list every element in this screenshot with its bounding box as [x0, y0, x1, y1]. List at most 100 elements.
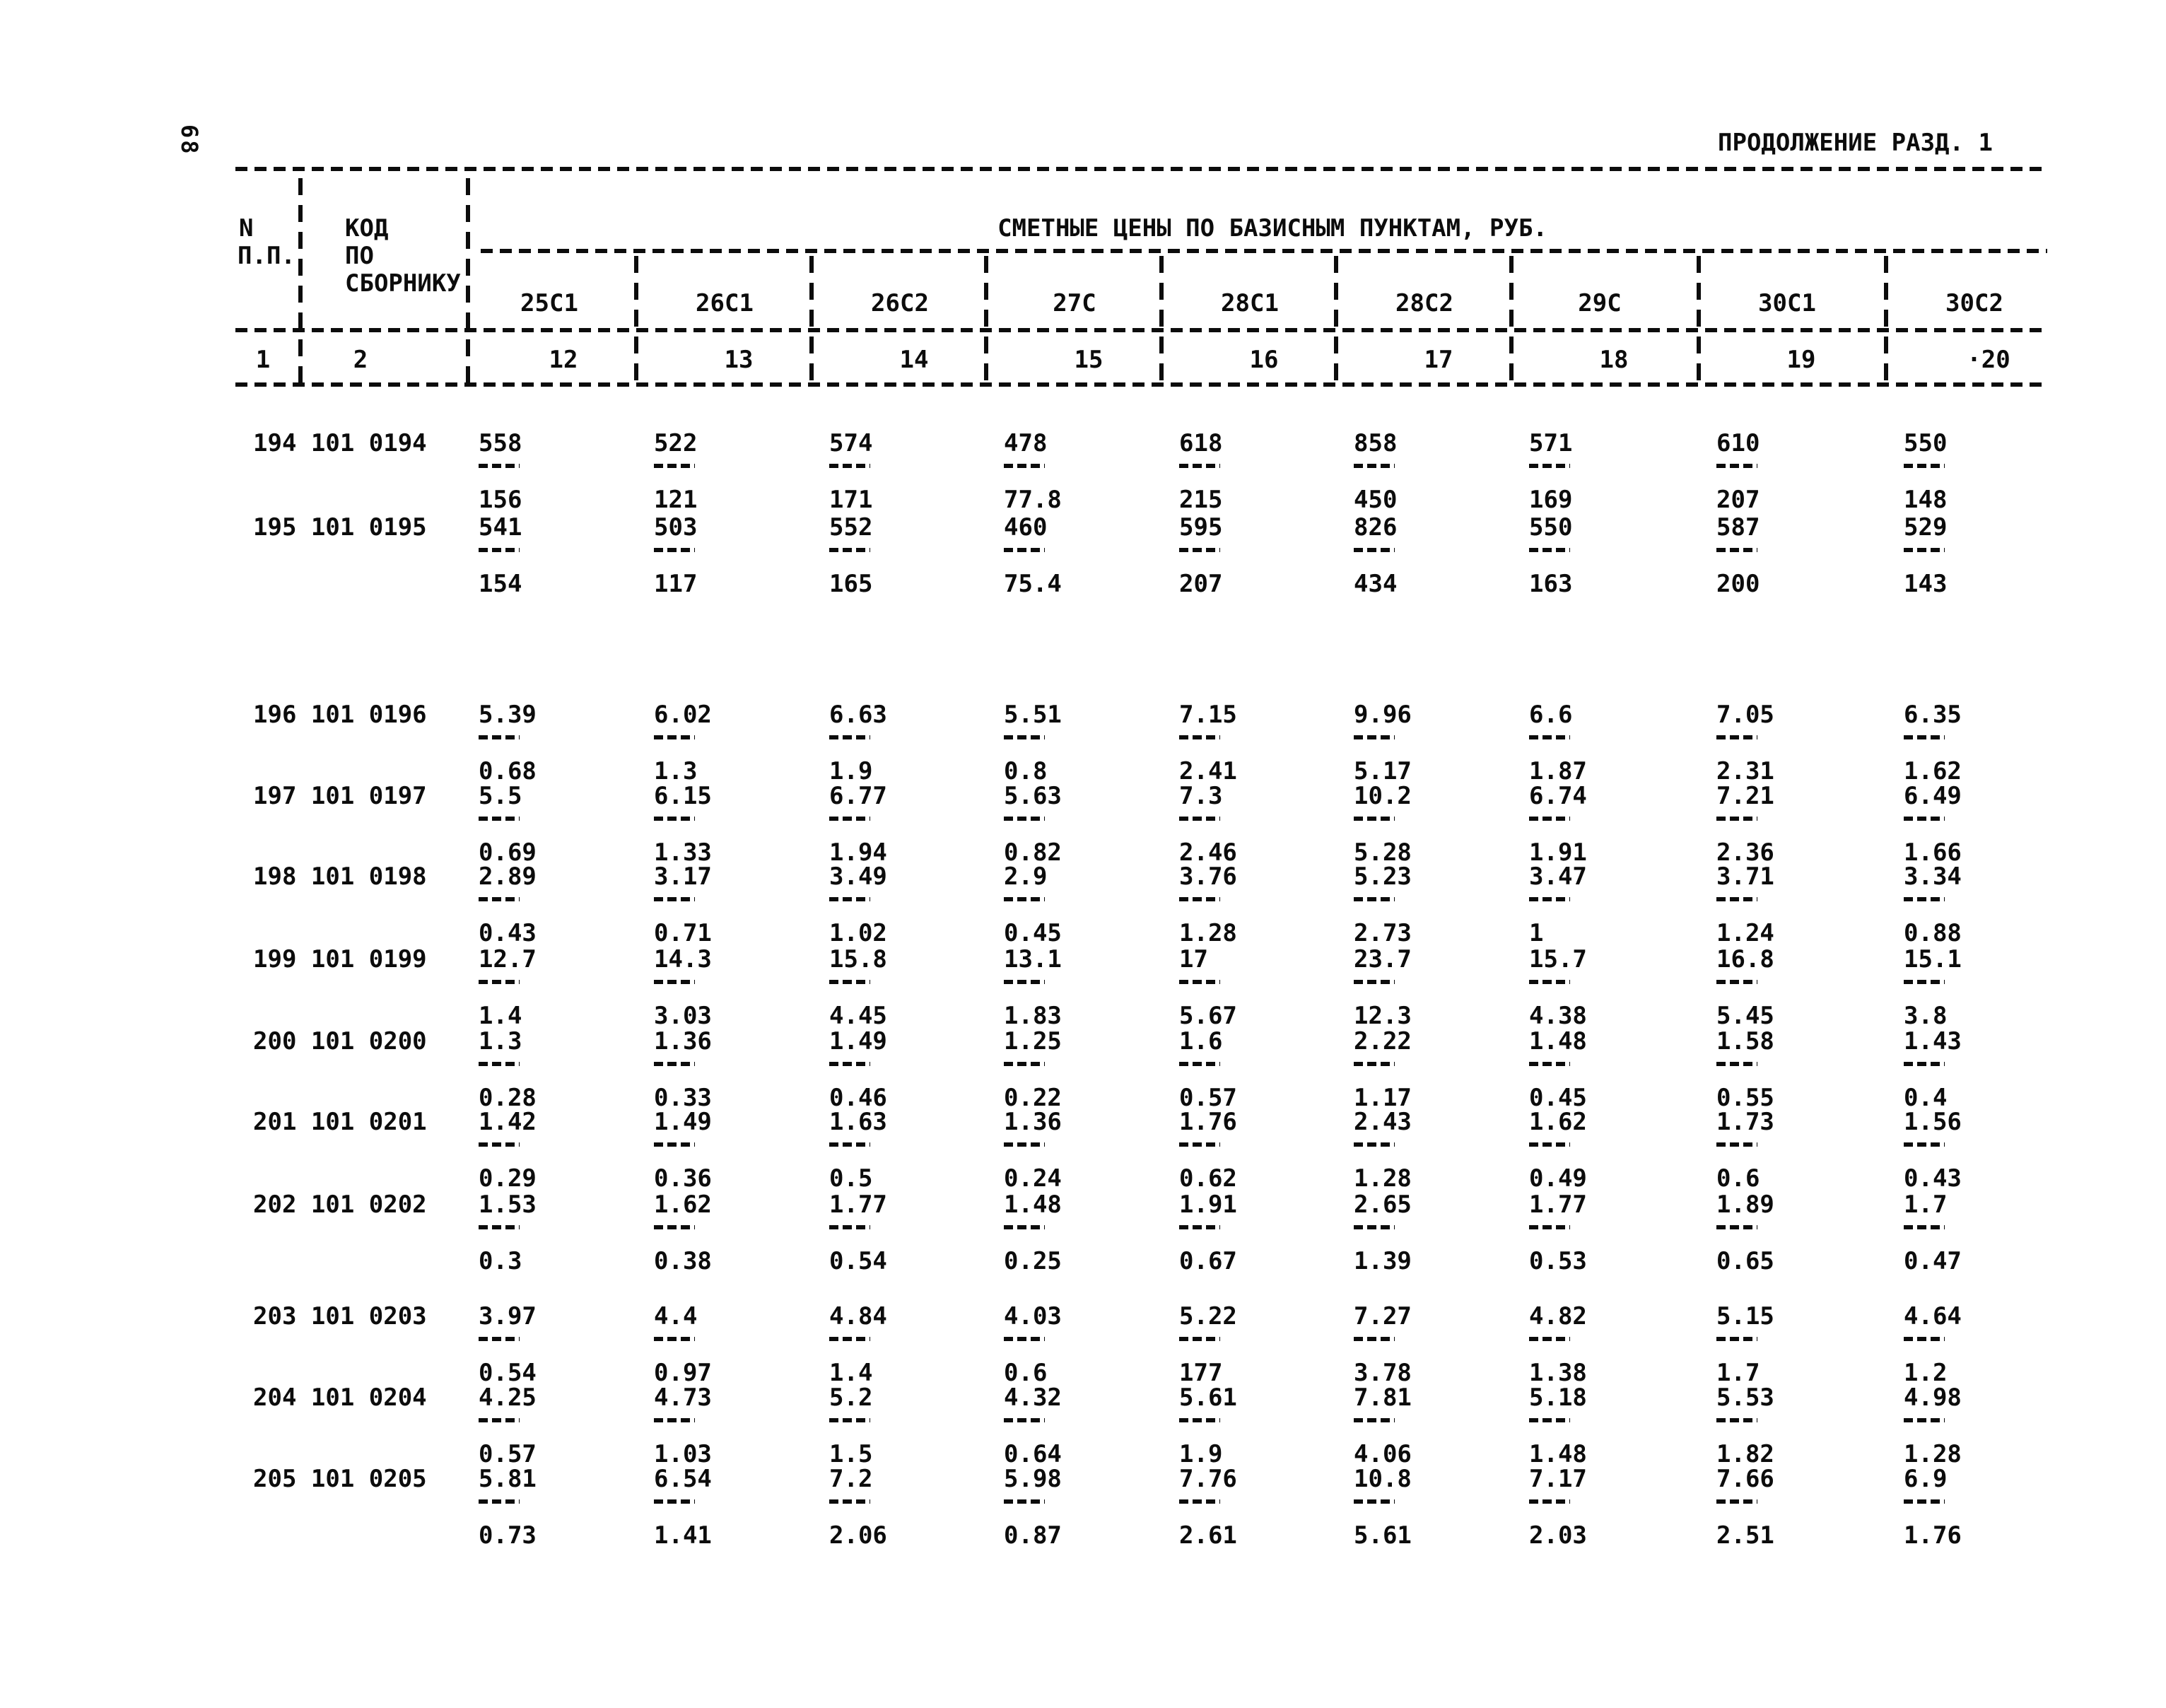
fraction-dash [1529, 464, 1570, 468]
price-cell-top: 478 [1004, 429, 1048, 457]
price-cell-top: 10.2 [1354, 782, 1412, 810]
price-cell-top: 552 [829, 513, 873, 542]
column-number: ·20 [1967, 346, 2010, 374]
price-cell-bottom: 0.36 [654, 1164, 712, 1193]
price-cell-bottom: 207 [1179, 570, 1223, 598]
price-cell-top: 4.4 [654, 1302, 698, 1330]
price-cell-bottom: 2.31 [1716, 757, 1774, 785]
price-cell-bottom: 0.68 [479, 757, 537, 785]
fraction-dash [1529, 1062, 1570, 1066]
row-label: 201 101 0201 [253, 1108, 427, 1136]
fraction-dash [829, 735, 870, 739]
fraction-dash [1904, 548, 1945, 552]
row-label: 204 101 0204 [253, 1384, 427, 1412]
divider-top [235, 167, 2047, 171]
price-cell-bottom: 154 [479, 570, 522, 598]
fraction-dash [1529, 1337, 1570, 1341]
price-cell-bottom: 148 [1904, 486, 1948, 514]
price-cell-top: 7.21 [1716, 782, 1774, 810]
fraction-dash [479, 1499, 520, 1504]
price-cell-bottom: 0.46 [829, 1084, 887, 1112]
price-cell-bottom: 0.22 [1004, 1084, 1062, 1112]
price-cell-top: 1.36 [1004, 1108, 1062, 1136]
fraction-dash [1004, 980, 1045, 984]
column-number: 17 [1424, 346, 1453, 374]
price-cell-bottom: 1.9 [1179, 1440, 1223, 1468]
price-cell-bottom: 4.38 [1529, 1002, 1587, 1030]
value-column-separator [1884, 256, 1888, 385]
fraction-dash [1354, 735, 1395, 739]
fraction-dash [479, 1418, 520, 1422]
fraction-dash [1904, 817, 1945, 821]
price-cell-top: 574 [829, 429, 873, 457]
fraction-dash [1179, 1225, 1220, 1229]
price-cell-top: 858 [1354, 429, 1398, 457]
price-cell-bottom: 2.36 [1716, 838, 1774, 867]
fraction-dash [1004, 1062, 1045, 1066]
price-cell-bottom: 1.94 [829, 838, 887, 867]
price-cell-top: 5.5 [479, 782, 522, 810]
price-cell-bottom: 0.38 [654, 1247, 712, 1275]
price-cell-bottom: 4.45 [829, 1002, 887, 1030]
header-code-line2: ПО [345, 242, 374, 270]
price-cell-bottom: 0.73 [479, 1521, 537, 1550]
fraction-dash [1354, 1062, 1395, 1066]
price-cell-bottom: 0.33 [654, 1084, 712, 1112]
column-header: 26С1 [696, 289, 754, 317]
price-cell-bottom: 5.67 [1179, 1002, 1237, 1030]
fraction-dash [829, 1062, 870, 1066]
fraction-dash [479, 464, 520, 468]
separator-after-num-column [298, 178, 303, 385]
price-cell-top: 12.7 [479, 945, 537, 973]
price-cell-top: 6.9 [1904, 1465, 1948, 1493]
fraction-dash [654, 1499, 695, 1504]
fraction-dash [1904, 735, 1945, 739]
fraction-dash [1004, 464, 1045, 468]
price-cell-bottom: 2.06 [829, 1521, 887, 1550]
price-cell-bottom: 200 [1716, 570, 1760, 598]
fraction-dash [479, 1225, 520, 1229]
price-cell-top: 14.3 [654, 945, 712, 973]
price-cell-top: 15.7 [1529, 945, 1587, 973]
price-cell-bottom: 2.51 [1716, 1521, 1774, 1550]
price-cell-top: 7.15 [1179, 701, 1237, 729]
price-cell-bottom: 5.28 [1354, 838, 1412, 867]
fraction-dash [1529, 735, 1570, 739]
price-cell-top: 7.05 [1716, 701, 1774, 729]
column-header: 27С [1053, 289, 1096, 317]
fraction-dash [1716, 548, 1757, 552]
fraction-dash [1179, 1499, 1220, 1504]
fraction-dash [1179, 1142, 1220, 1147]
fraction-dash [654, 817, 695, 821]
row-label: 199 101 0199 [253, 945, 427, 973]
fraction-dash [1004, 817, 1045, 821]
price-cell-top: 550 [1904, 429, 1948, 457]
price-cell-bottom: 1.33 [654, 838, 712, 867]
price-cell-bottom: 1.48 [1529, 1440, 1587, 1468]
price-cell-top: 6.15 [654, 782, 712, 810]
price-cell-bottom: 177 [1179, 1359, 1223, 1387]
price-cell-top: 5.23 [1354, 862, 1412, 891]
fraction-dash [1179, 1418, 1220, 1422]
fraction-dash [1904, 1337, 1945, 1341]
price-cell-bottom: 0.5 [829, 1164, 873, 1193]
price-cell-top: 522 [654, 429, 698, 457]
row-label: 205 101 0205 [253, 1465, 427, 1493]
fraction-dash [1529, 897, 1570, 901]
column-number: 18 [1599, 346, 1629, 374]
price-cell-top: 1.49 [829, 1027, 887, 1055]
price-cell-bottom: 1 [1529, 919, 1544, 947]
price-cell-bottom: 0.57 [479, 1440, 537, 1468]
price-cell-bottom: 0.82 [1004, 838, 1062, 867]
row-label: 203 101 0203 [253, 1302, 427, 1330]
value-column-separator [984, 256, 988, 385]
price-cell-bottom: 1.17 [1354, 1084, 1412, 1112]
fraction-dash [479, 980, 520, 984]
price-cell-top: 618 [1179, 429, 1223, 457]
fraction-dash [1716, 1062, 1757, 1066]
header-code-line3: СБОРНИКУ [345, 269, 461, 298]
row-label: 198 101 0198 [253, 862, 427, 891]
price-cell-bottom: 3.78 [1354, 1359, 1412, 1387]
price-cell-top: 3.17 [654, 862, 712, 891]
fraction-dash [1716, 1418, 1757, 1422]
